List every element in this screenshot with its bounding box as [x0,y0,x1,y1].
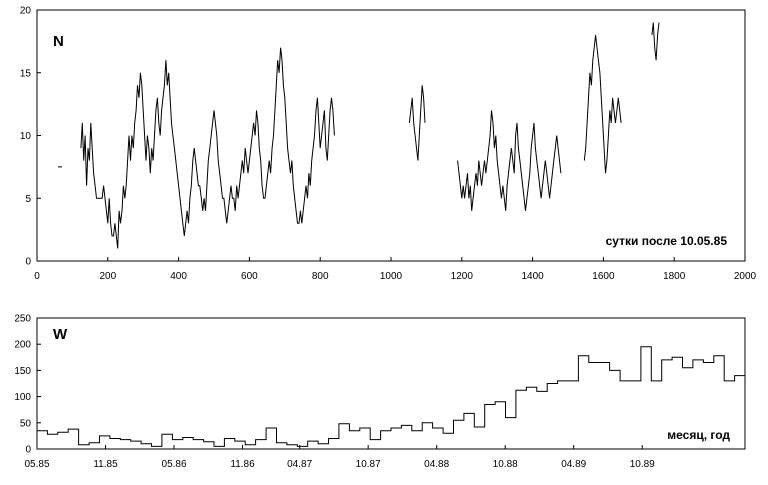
top-plot-frame [36,9,746,262]
top-y-tick-label: 15 [20,68,32,79]
bottom-x-tick-label: 11.86 [230,459,255,470]
top-y-tick-label: 10 [20,131,32,142]
top-x-tick-label: 1200 [451,271,474,282]
bottom-y-tick-label: 150 [14,366,31,377]
top-x-tick-label: 600 [241,271,258,282]
bottom-panel: 0 50 100 150 200 250 05.85 11.85 05.86 11.86 04.8… [14,314,746,470]
bottom-x-tick-label: 04.89 [561,459,586,470]
bottom-y-tick-label: 100 [14,392,31,403]
top-x-tick-label: 1800 [663,271,686,282]
top-panel-label: N [53,33,64,50]
top-trace-segment-3 [457,110,562,211]
bottom-y-tick-label: 200 [14,340,31,351]
top-trace-segment-1 [80,47,335,249]
top-x-tick-label: 800 [312,271,329,282]
top-trace-segment-5 [651,22,660,61]
bottom-x-tick-label: 04.88 [424,459,449,470]
bottom-x-tick-label: 04.87 [287,459,312,470]
top-x-tick-label: 1600 [592,271,615,282]
bottom-x-tick-label: 11.85 [93,459,118,470]
top-x-tick-label: 1000 [380,271,403,282]
top-x-tick-label: 2000 [734,271,757,282]
bottom-y-axis: 0 50 100 150 200 250 [14,314,41,456]
top-x-tick-label: 400 [170,271,187,282]
top-annotation: сутки после 10.05.85 [606,234,728,248]
bottom-x-tick-label: 05.86 [162,459,187,470]
bottom-y-tick-label: 0 [25,445,31,456]
top-y-tick-label: 20 [20,6,32,17]
bottom-x-tick-label: 10.89 [630,459,655,470]
bottom-y-tick-label: 50 [20,418,32,429]
top-panel: 0 5 10 15 20 0 200 400 600 800 1000 1200 1400 1600 18… [20,6,757,283]
top-x-tick-label: 0 [34,271,40,282]
top-trace-segment-4 [583,35,622,174]
bottom-x-tick-label: 10.88 [493,459,518,470]
bottom-annotation: месяц, год [667,428,730,442]
bottom-x-tick-label: 05.85 [24,459,49,470]
top-x-tick-label: 200 [99,271,116,282]
top-series-n [58,22,660,249]
bottom-series-w [37,346,745,447]
bottom-x-axis: 05.85 11.85 05.86 11.86 04.87 10.87 04.88 10.88… [24,445,655,470]
bottom-x-tick-label: 10.87 [356,459,381,470]
bottom-y-tick-label: 250 [14,314,31,325]
bottom-plot-frame [36,317,746,450]
top-y-tick-label: 5 [25,194,31,205]
bottom-step-trace [37,346,745,447]
bottom-panel-label: W [53,326,68,343]
top-x-tick-label: 1400 [521,271,544,282]
top-y-axis: 0 5 10 15 20 [20,6,41,268]
top-trace-segment-2 [408,85,426,161]
top-x-axis: 0 200 400 600 800 1000 1200 1400 1600 1800 2000 [34,257,757,282]
top-y-tick-label: 0 [25,257,31,268]
